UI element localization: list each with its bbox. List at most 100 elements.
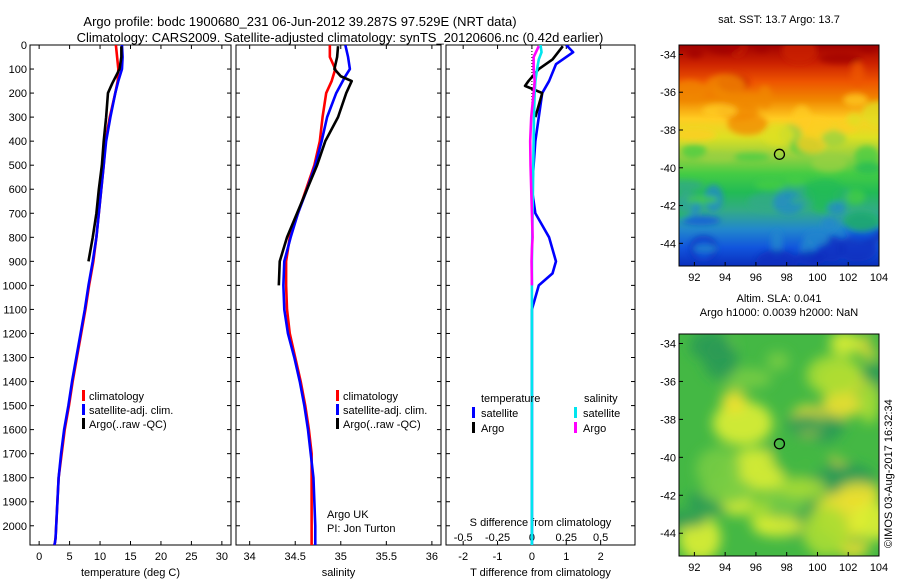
sst-blob bbox=[827, 201, 846, 215]
temperature-profile-panel: 0100200300400500600700800900100011001200… bbox=[3, 40, 232, 579]
temperature-legend-label: climatology bbox=[89, 391, 145, 403]
temperature-legend-swatch bbox=[82, 404, 85, 415]
sst-blob bbox=[843, 211, 879, 232]
difference-series-group bbox=[523, 45, 575, 545]
sla_map-ytick-label: -36 bbox=[660, 376, 676, 388]
temperature-legend-swatch bbox=[82, 418, 85, 429]
sst_map-ytick-label: -42 bbox=[660, 201, 676, 213]
temperature-ytick-label: 1200 bbox=[3, 328, 27, 340]
sst-blob bbox=[704, 74, 746, 99]
difference-xtick-label: -1 bbox=[493, 551, 503, 563]
sst_map-xtick-label: 92 bbox=[688, 272, 700, 284]
salinity-diff-tick-label: -0.25 bbox=[485, 532, 510, 544]
sla-blob bbox=[721, 389, 747, 414]
sst_map-xtick-label: 104 bbox=[870, 272, 888, 284]
difference-line-salinity-argo bbox=[528, 45, 540, 286]
salinity-xtick-label: 35.5 bbox=[376, 551, 397, 563]
sla_map-ytick-label: -34 bbox=[660, 338, 676, 350]
sst_map-ytick-label: -44 bbox=[660, 238, 676, 250]
sla-blob bbox=[723, 368, 773, 389]
sst-blob bbox=[679, 179, 704, 192]
difference-xtick-label: 0 bbox=[529, 551, 535, 563]
temperature-ytick-label: 1600 bbox=[3, 425, 27, 437]
difference-plot-frame bbox=[445, 44, 636, 546]
sst-blob bbox=[737, 92, 761, 109]
salinity-diff-axis-label: S difference from climatology bbox=[470, 517, 612, 529]
salinity-diff-tick-label: 0.25 bbox=[556, 532, 577, 544]
temperature-ytick-label: 400 bbox=[9, 136, 27, 148]
temperature-ytick-label: 1100 bbox=[3, 304, 27, 316]
legend-title-salinity: salinity bbox=[584, 393, 618, 405]
sst-blob bbox=[679, 80, 708, 103]
sst_map-frame bbox=[678, 44, 880, 267]
legend-title-temperature: temperature bbox=[481, 393, 540, 405]
sla_map-ytick-label: -42 bbox=[660, 490, 676, 502]
difference-legend-label: Argo bbox=[583, 423, 606, 435]
sla-blob bbox=[785, 413, 826, 434]
sla-blob bbox=[696, 447, 742, 491]
salinity-legend-label: climatology bbox=[343, 391, 399, 403]
salinity-xtick-label: 34 bbox=[244, 551, 256, 563]
sst-blob bbox=[797, 134, 826, 154]
sla_map-ytick-label: -44 bbox=[660, 528, 676, 540]
sla_map-xtick-label: 96 bbox=[750, 562, 762, 574]
sla_map-frame bbox=[678, 333, 880, 557]
sst-blob bbox=[701, 104, 738, 118]
sst-blob bbox=[707, 45, 744, 55]
sst-blob bbox=[851, 61, 865, 87]
sst-blob bbox=[762, 123, 794, 147]
sst-blob bbox=[821, 130, 847, 147]
salinity-diff-tick-label: -0.5 bbox=[454, 532, 473, 544]
sst-blob bbox=[682, 215, 721, 226]
temperature-ytick-label: 600 bbox=[9, 184, 27, 196]
sla_map-argo-position-marker bbox=[773, 438, 786, 450]
temperature-ytick-label: 1900 bbox=[3, 497, 27, 509]
sst-blob bbox=[697, 152, 739, 162]
difference-legend-label: satellite bbox=[583, 408, 620, 420]
sla_map-title: Altim. SLA: 0.041 bbox=[737, 293, 822, 305]
sst-blob bbox=[755, 249, 798, 266]
difference-xtick-label: 2 bbox=[598, 551, 604, 563]
salinity-plot-frame bbox=[235, 44, 442, 546]
sla-blob bbox=[776, 478, 827, 497]
temperature-plot-frame bbox=[29, 44, 232, 546]
difference-legend-swatch bbox=[574, 422, 577, 433]
temperature-legend-swatch bbox=[82, 390, 85, 401]
temperature-xtick-label: 0 bbox=[36, 551, 42, 563]
salinity-legend-swatch bbox=[336, 390, 339, 401]
temperature-ytick-label: 800 bbox=[9, 232, 27, 244]
difference-xtick-label: -2 bbox=[458, 551, 468, 563]
sla-blob bbox=[806, 354, 863, 396]
temperature-ytick-label: 500 bbox=[9, 160, 27, 172]
sst-blob bbox=[785, 174, 806, 187]
sst-blob bbox=[859, 45, 878, 53]
sst-blob bbox=[754, 45, 770, 53]
figure-title-line1: Argo profile: bodc 1900680_231 06-Jun-20… bbox=[83, 14, 516, 29]
sla-blob bbox=[821, 391, 862, 418]
difference-legend-label: Argo bbox=[481, 423, 504, 435]
sla-texture bbox=[679, 334, 879, 556]
sst-blob bbox=[693, 244, 718, 253]
temperature-ytick-label: 100 bbox=[9, 64, 27, 76]
sst-blob bbox=[803, 230, 830, 247]
difference-profile-panel: -2 -1 0 1 2 T difference from climatology -0.5… bbox=[445, 44, 636, 579]
salinity-line-argo-raw-qc- bbox=[277, 46, 354, 286]
difference-legend-swatch bbox=[472, 407, 475, 418]
sla-blob bbox=[858, 380, 879, 424]
sst-blob bbox=[781, 45, 817, 64]
sla_map-xtick-label: 102 bbox=[839, 562, 857, 574]
temperature-ytick-label: 200 bbox=[9, 88, 27, 100]
temperature-xtick-label: 15 bbox=[124, 551, 136, 563]
difference-xaxis-label: T difference from climatology bbox=[470, 567, 611, 579]
sla_map-xtick-label: 98 bbox=[781, 562, 793, 574]
sla_map-xtick-label: 92 bbox=[688, 562, 700, 574]
sst-texture bbox=[679, 45, 879, 266]
sst-blob bbox=[796, 250, 827, 266]
salinity-diff-tick-label: 0.5 bbox=[593, 532, 608, 544]
temperature-xtick-label: 5 bbox=[67, 551, 73, 563]
sst-blob bbox=[686, 195, 719, 204]
salinity-legend-swatch bbox=[336, 418, 339, 429]
sst-blob bbox=[754, 179, 786, 191]
salinity-legend-swatch bbox=[336, 404, 339, 415]
temperature-ytick-label: 700 bbox=[9, 208, 27, 220]
